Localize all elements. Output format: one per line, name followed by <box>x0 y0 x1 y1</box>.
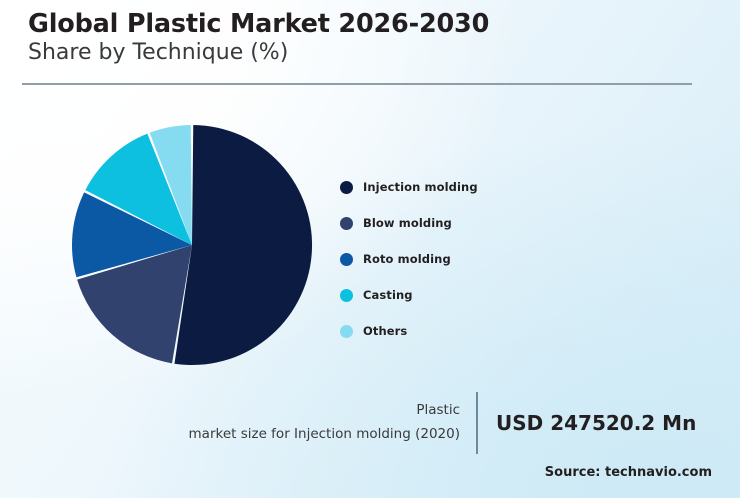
legend-item[interactable]: Injection molding <box>340 169 640 205</box>
stat-divider <box>476 392 478 454</box>
legend-item[interactable]: Roto molding <box>340 241 640 277</box>
legend-item[interactable]: Others <box>340 313 640 349</box>
legend-item-label: Injection molding <box>363 180 478 194</box>
legend-item-label: Casting <box>363 288 413 302</box>
chart-legend: Injection molding Blow molding Roto moldin… <box>340 169 640 349</box>
legend-swatch-icon <box>340 324 353 338</box>
stat-block: Plastic market size for Injection moldin… <box>120 392 700 454</box>
legend-swatch-icon <box>340 252 353 266</box>
source-label: Source: technavio.com <box>544 465 712 480</box>
pie-slice[interactable] <box>174 125 313 366</box>
legend-swatch-icon <box>340 288 353 302</box>
legend-item-label: Others <box>363 324 408 338</box>
pie-slice[interactable] <box>85 133 192 245</box>
stat-caption-line-1: Plastic <box>416 402 460 419</box>
stat-caption-line-2: market size for Injection molding (2020) <box>188 426 460 442</box>
legend-swatch-icon <box>340 216 353 230</box>
header-divider <box>22 83 692 85</box>
header: Global Plastic Market 2026-2030 Share by… <box>28 10 700 66</box>
stat-value: USD 247520.2 Mn <box>496 411 697 435</box>
pie-slice[interactable] <box>77 245 192 364</box>
legend-item[interactable]: Blow molding <box>340 205 640 241</box>
pie-slice[interactable] <box>71 192 192 278</box>
legend-swatch-icon <box>340 180 353 194</box>
page-title: Global Plastic Market 2026-2030 <box>28 9 490 39</box>
page-subtitle: Share by Technique (%) <box>28 39 289 65</box>
legend-item[interactable]: Casting <box>340 277 640 313</box>
pie-chart-svg <box>71 125 313 366</box>
pie-slice[interactable] <box>149 125 192 245</box>
pie-chart <box>71 125 313 366</box>
legend-item-label: Roto molding <box>363 252 451 266</box>
legend-item-label: Blow molding <box>363 216 452 230</box>
stat-caption: Plastic market size for Injection moldin… <box>120 399 476 446</box>
